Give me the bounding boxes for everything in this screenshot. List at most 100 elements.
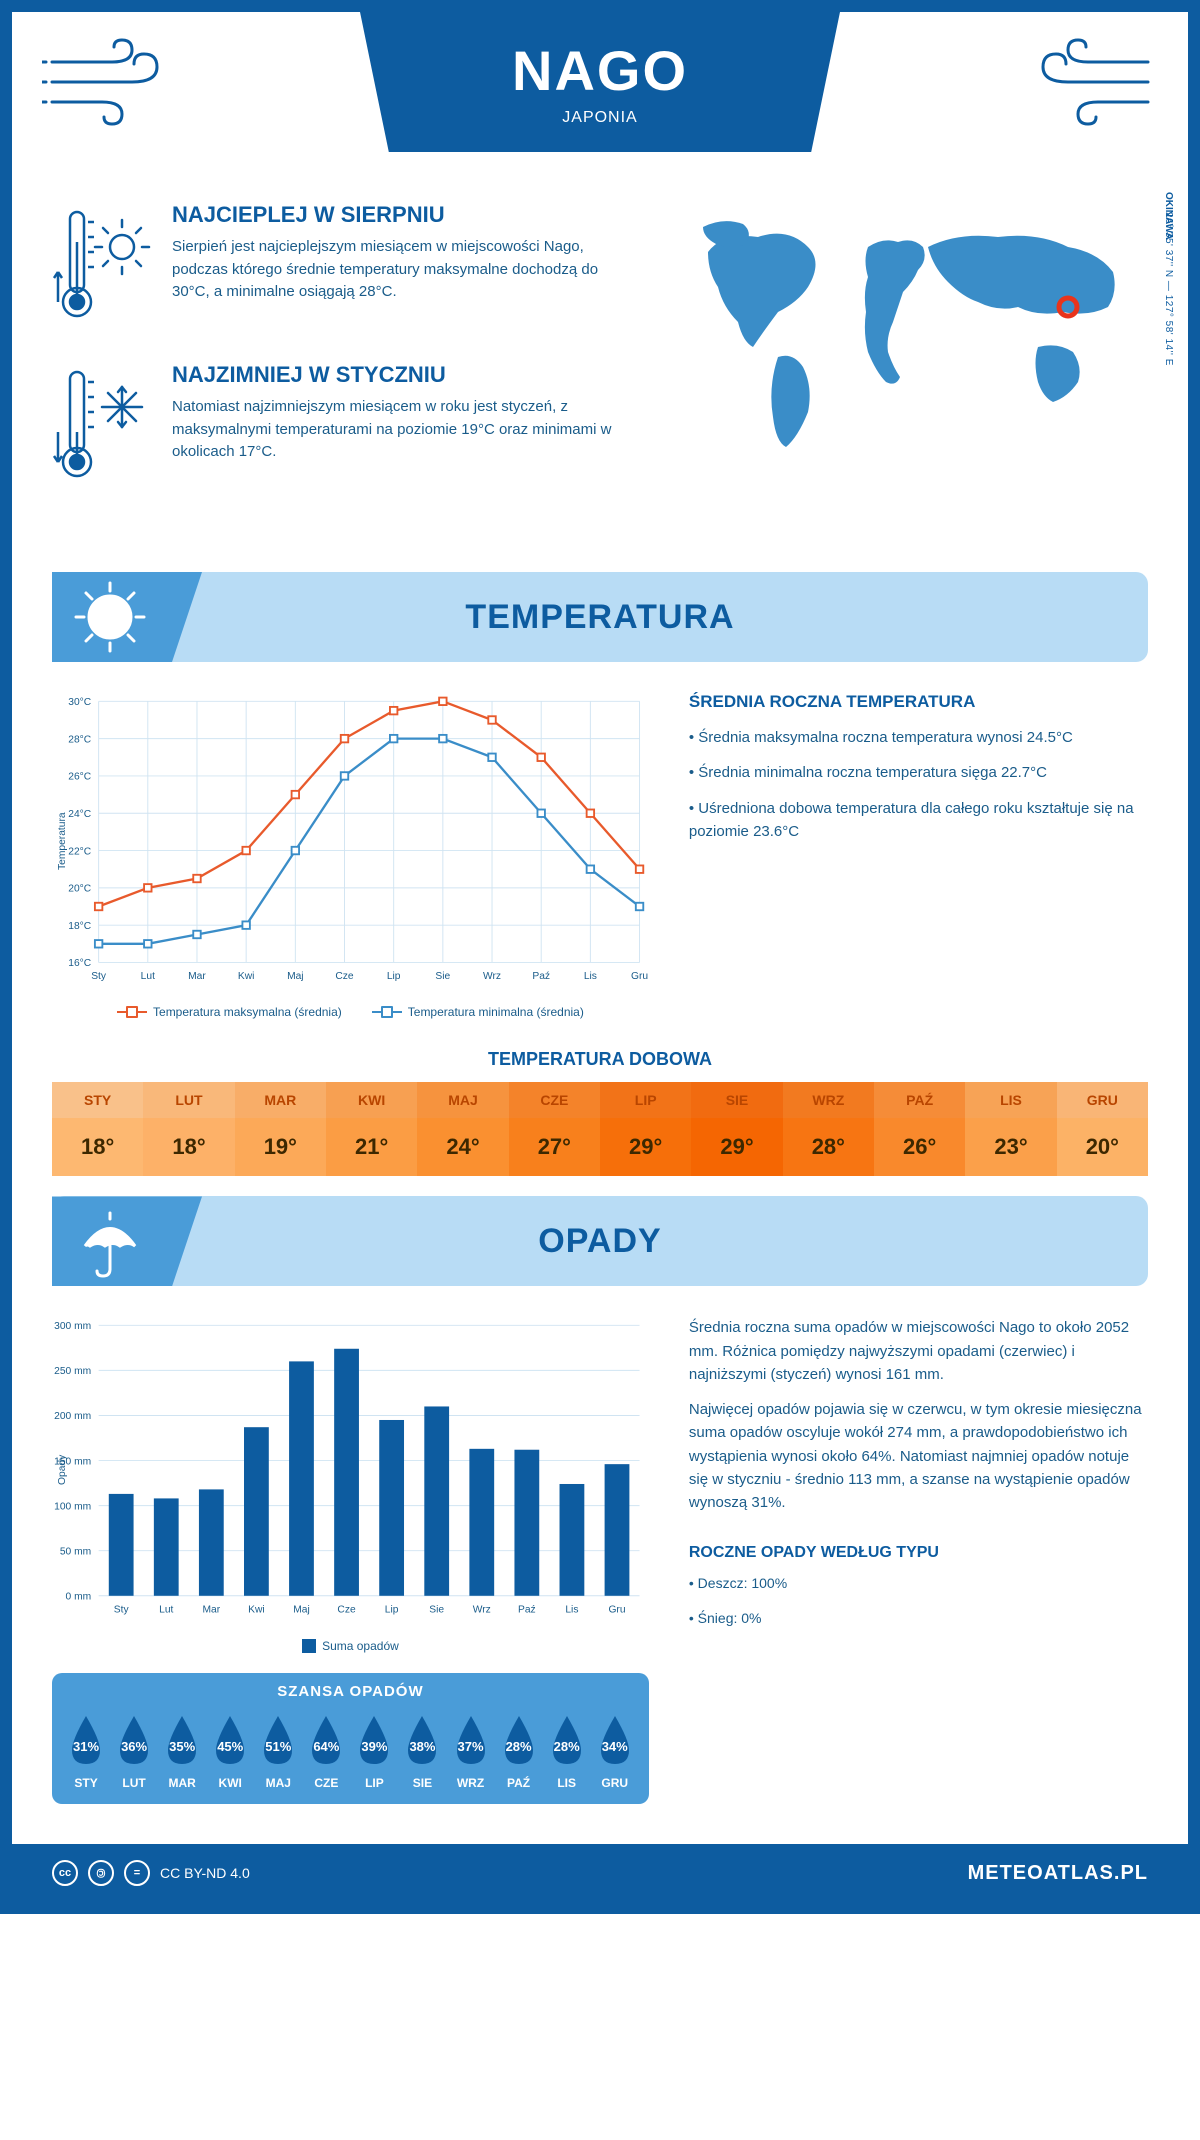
chance-of-rain-panel: SZANSA OPADÓW 31%STY36%LUT35%MAR45%KWI51…	[52, 1673, 649, 1804]
svg-text:Paź: Paź	[532, 971, 550, 982]
svg-text:Maj: Maj	[293, 1605, 310, 1616]
temp-cell: 19°	[235, 1118, 326, 1176]
site-name: METEOATLAS.PL	[968, 1862, 1148, 1885]
svg-text:Lis: Lis	[584, 971, 597, 982]
chance-title: SZANSA OPADÓW	[62, 1673, 639, 1712]
city-name: NAGO	[512, 38, 688, 103]
month-header: MAJ	[417, 1082, 508, 1118]
svg-text:Sty: Sty	[91, 971, 107, 982]
precipitation-summary: Średnia roczna suma opadów w miejscowośc…	[689, 1316, 1148, 1804]
rain-chance-drop: 28%PAŹ	[497, 1712, 541, 1790]
svg-text:Kwi: Kwi	[248, 1605, 265, 1616]
precip-chart-legend: Suma opadów	[52, 1639, 649, 1653]
svg-text:Lip: Lip	[387, 971, 401, 982]
nd-icon: =	[124, 1860, 150, 1886]
svg-text:30°C: 30°C	[68, 697, 92, 708]
temp-cell: 21°	[326, 1118, 417, 1176]
month-header: LUT	[143, 1082, 234, 1118]
cc-icon: cc	[52, 1860, 78, 1886]
svg-text:Gru: Gru	[608, 1605, 625, 1616]
precip-para: Średnia roczna suma opadów w miejscowośc…	[689, 1316, 1148, 1386]
month-header: MAR	[235, 1082, 326, 1118]
svg-text:Paź: Paź	[518, 1605, 536, 1616]
temp-cell: 27°	[509, 1118, 600, 1176]
rain-chance-drop: 45%KWI	[208, 1712, 252, 1790]
svg-text:16°C: 16°C	[68, 958, 92, 969]
daily-temp-title: TEMPERATURA DOBOWA	[12, 1049, 1188, 1070]
temp-cell: 18°	[52, 1118, 143, 1176]
svg-text:Sie: Sie	[435, 971, 450, 982]
rain-chance-drop: 34%GRU	[593, 1712, 637, 1790]
wind-icon	[1018, 32, 1158, 132]
precipitation-title: OPADY	[538, 1222, 661, 1261]
month-header: GRU	[1057, 1082, 1148, 1118]
wind-icon	[42, 32, 182, 132]
sun-icon	[70, 577, 150, 657]
month-header: STY	[52, 1082, 143, 1118]
daily-temp-table: STYLUTMARKWIMAJCZELIPSIEWRZPAŹLISGRU18°1…	[52, 1082, 1148, 1176]
hot-fact-title: NAJCIEPLEJ W SIERPNIU	[172, 202, 638, 228]
temp-cell: 18°	[143, 1118, 234, 1176]
svg-text:Cze: Cze	[337, 1605, 356, 1616]
temp-cell: 28°	[783, 1118, 874, 1176]
month-header: KWI	[326, 1082, 417, 1118]
precipitation-section-header: OPADY	[52, 1196, 1148, 1286]
umbrella-icon	[70, 1201, 150, 1281]
svg-text:200 mm: 200 mm	[54, 1412, 91, 1423]
legend-max: Temperatura maksymalna (średnia)	[153, 1005, 342, 1019]
svg-text:Temperatura: Temperatura	[57, 812, 68, 870]
thermometer-hot-icon	[52, 202, 152, 332]
precip-type-snow: • Śnieg: 0%	[689, 1607, 1148, 1629]
svg-text:250 mm: 250 mm	[54, 1367, 91, 1378]
month-header: CZE	[509, 1082, 600, 1118]
precipitation-bar-chart: 0 mm50 mm100 mm150 mm200 mm250 mm300 mmO…	[52, 1316, 649, 1624]
rain-chance-drop: 35%MAR	[160, 1712, 204, 1790]
temp-cell: 20°	[1057, 1118, 1148, 1176]
temperature-line-chart: 16°C18°C20°C22°C24°C26°C28°C30°CStyLutMa…	[52, 692, 649, 990]
rain-chance-drop: 51%MAJ	[256, 1712, 300, 1790]
precip-type-title: ROCZNE OPADY WEDŁUG TYPU	[689, 1544, 1148, 1562]
month-header: WRZ	[783, 1082, 874, 1118]
svg-text:50 mm: 50 mm	[60, 1547, 91, 1558]
svg-text:Kwi: Kwi	[238, 971, 255, 982]
header: NAGO JAPONIA	[12, 12, 1188, 192]
temp-cell: 26°	[874, 1118, 965, 1176]
svg-text:Mar: Mar	[203, 1605, 221, 1616]
svg-text:Lut: Lut	[141, 971, 155, 982]
svg-text:26°C: 26°C	[68, 772, 92, 783]
hot-fact-text: Sierpień jest najcieplejszym miesiącem w…	[172, 236, 638, 304]
temp-bullet: Średnia maksymalna roczna temperatura wy…	[689, 726, 1148, 749]
svg-text:Sie: Sie	[429, 1605, 444, 1616]
svg-text:Sty: Sty	[114, 1605, 130, 1616]
precip-type-rain: • Deszcz: 100%	[689, 1572, 1148, 1594]
month-header: SIE	[691, 1082, 782, 1118]
svg-text:18°C: 18°C	[68, 921, 92, 932]
month-header: PAŹ	[874, 1082, 965, 1118]
svg-text:Lis: Lis	[565, 1605, 578, 1616]
by-icon: 🄯	[88, 1860, 114, 1886]
temperature-summary: ŚREDNIA ROCZNA TEMPERATURA Średnia maksy…	[689, 692, 1148, 1019]
footer: cc 🄯 = CC BY-ND 4.0 METEOATLAS.PL	[12, 1844, 1188, 1902]
temp-cell: 29°	[600, 1118, 691, 1176]
temp-bullet: Średnia minimalna roczna temperatura się…	[689, 761, 1148, 784]
hot-fact: NAJCIEPLEJ W SIERPNIU Sierpień jest najc…	[52, 202, 638, 332]
temp-chart-legend: Temperatura maksymalna (średnia) Tempera…	[52, 1005, 649, 1019]
svg-text:Mar: Mar	[188, 971, 206, 982]
svg-text:0 mm: 0 mm	[66, 1592, 92, 1603]
temp-cell: 24°	[417, 1118, 508, 1176]
thermometer-cold-icon	[52, 362, 152, 492]
temp-cell: 23°	[965, 1118, 1056, 1176]
svg-text:Wrz: Wrz	[473, 1605, 491, 1616]
rain-chance-drop: 36%LUT	[112, 1712, 156, 1790]
svg-text:300 mm: 300 mm	[54, 1321, 91, 1332]
svg-text:Opady: Opady	[57, 1454, 68, 1485]
cold-fact-text: Natomiast najzimniejszym miesiącem w rok…	[172, 396, 638, 464]
legend-min: Temperatura minimalna (średnia)	[408, 1005, 584, 1019]
rain-chance-drop: 64%CZE	[304, 1712, 348, 1790]
svg-text:100 mm: 100 mm	[54, 1502, 91, 1513]
month-header: LIS	[965, 1082, 1056, 1118]
license-text: CC BY-ND 4.0	[160, 1865, 250, 1881]
precip-para: Najwięcej opadów pojawia się w czerwcu, …	[689, 1398, 1148, 1514]
cold-fact-title: NAJZIMNIEJ W STYCZNIU	[172, 362, 638, 388]
rain-chance-drop: 28%LIS	[545, 1712, 589, 1790]
